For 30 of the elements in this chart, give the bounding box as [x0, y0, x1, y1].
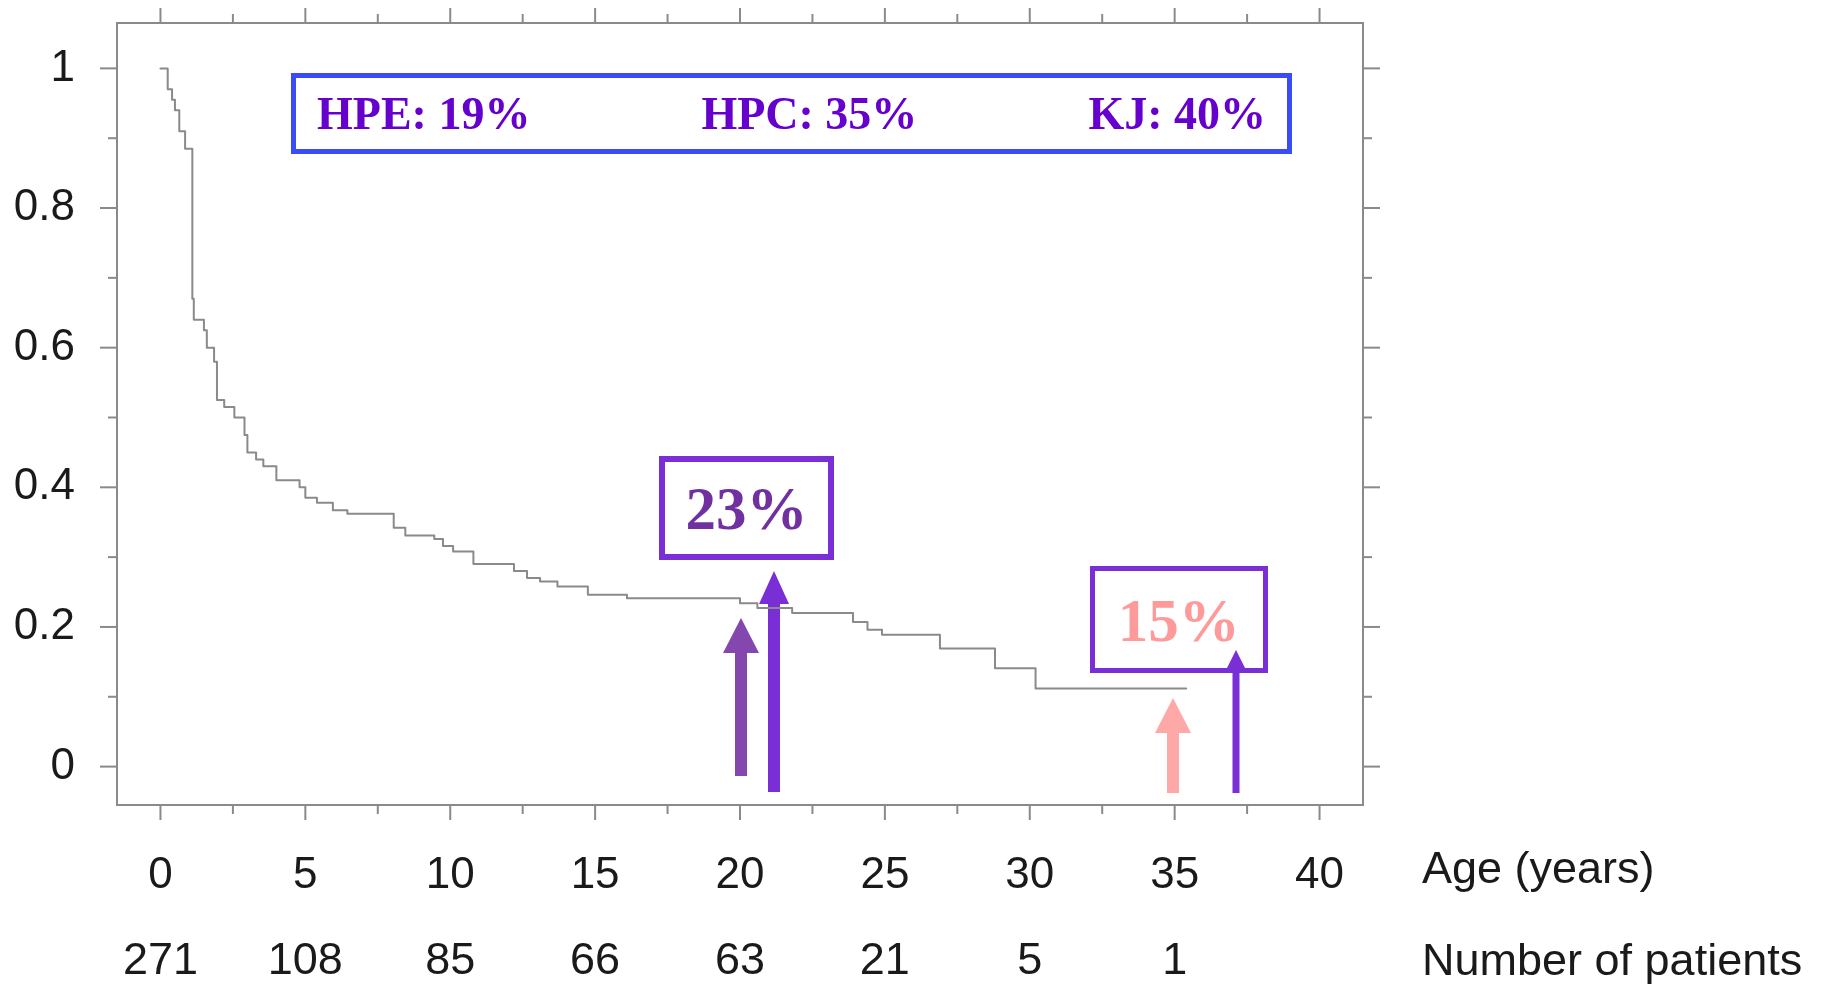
y-tick-label: 0.6 [13, 319, 75, 369]
x-tick-label: 15 [570, 847, 620, 897]
annotation: 23% [685, 474, 808, 542]
x-tick-label: 35 [1150, 847, 1200, 897]
x-tick-label: 20 [715, 847, 765, 897]
text: 5 [1017, 933, 1043, 984]
y-tick-label: 0.2 [13, 599, 75, 649]
annotation: 15% [1117, 586, 1240, 654]
text: 271 [122, 933, 198, 984]
text: 63 [714, 933, 766, 984]
text: 85 [425, 933, 476, 984]
x-tick-label: 40 [1295, 847, 1345, 897]
x-tick-label: 10 [425, 847, 475, 897]
text: 21 [859, 933, 910, 984]
y-tick-label: 0.8 [13, 180, 75, 230]
x-tick-label: 25 [860, 847, 910, 897]
annotation: HPC: 35% [701, 87, 918, 139]
text: Number of patients [1422, 934, 1803, 985]
text: 1 [1162, 933, 1188, 984]
y-tick-label: 0.4 [13, 459, 75, 509]
x-tick-label: 0 [148, 847, 173, 897]
annotation: KJ: 40% [1088, 87, 1266, 139]
x-axis-title: Age (years) [1422, 842, 1655, 893]
y-tick-label: 1 [50, 40, 75, 90]
x-tick-label: 5 [293, 847, 318, 897]
text: 66 [570, 933, 621, 984]
x-tick-label: 30 [1005, 847, 1055, 897]
text: 108 [267, 933, 343, 984]
y-tick-label: 0 [50, 738, 75, 788]
annotation: HPE: 19% [317, 87, 531, 139]
